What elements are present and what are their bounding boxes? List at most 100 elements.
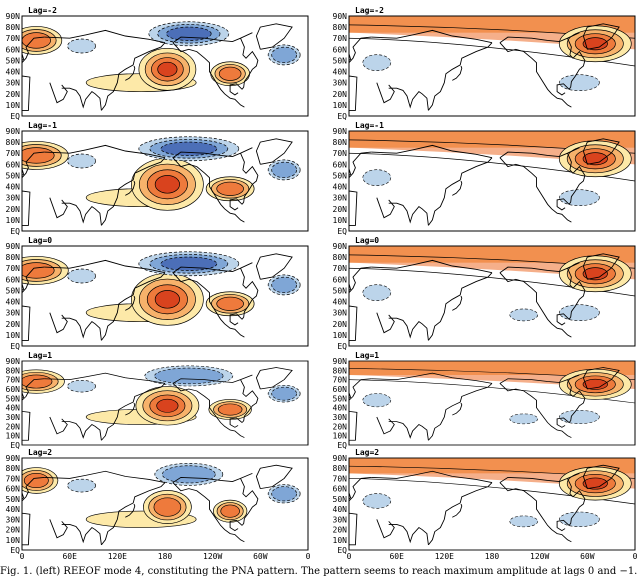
lag-label: Lag=-1	[28, 121, 57, 130]
lat-tick-label: 50N	[6, 286, 21, 295]
lag-label: Lag=-2	[355, 6, 384, 15]
map-panel-right-lag-1	[348, 360, 636, 446]
lon-tick-label: 0	[306, 552, 311, 561]
lat-tick-label: 60N	[333, 485, 348, 494]
lat-tick-label: 10N	[6, 536, 21, 545]
lat-tick-label: 30N	[333, 79, 348, 88]
lat-tick-label: 80N	[333, 464, 348, 473]
map-panel-right-lag-m1	[348, 130, 636, 232]
lat-tick-label: EQ	[337, 112, 347, 121]
lat-tick-label: 50N	[333, 394, 348, 403]
lat-tick-label: EQ	[337, 441, 347, 450]
lat-tick-label: 80N	[6, 464, 21, 473]
lat-tick-label: 30N	[333, 309, 348, 318]
lon-tick-label: 120E	[435, 552, 454, 561]
map-panel-right-lag-2	[348, 457, 636, 551]
lag-label: Lag=1	[28, 351, 52, 360]
lon-tick-label: 120W	[203, 552, 222, 561]
lat-tick-label: 10N	[333, 216, 348, 225]
lat-tick-label: 40N	[6, 298, 21, 307]
map-panel-left-lag-1	[21, 360, 309, 446]
lat-tick-label: 30N	[6, 79, 21, 88]
lat-tick-label: 10N	[333, 331, 348, 340]
lat-tick-label: 40N	[333, 68, 348, 77]
lon-tick-label: 120E	[108, 552, 127, 561]
lat-tick-label: 60N	[333, 45, 348, 54]
map-panel-right-lag-0	[348, 245, 636, 347]
lon-tick-label: 60E	[62, 552, 77, 561]
lat-tick-label: 80N	[6, 253, 21, 262]
lat-tick-label: 90N	[6, 12, 21, 21]
lat-tick-label: 20N	[6, 526, 21, 535]
lat-tick-label: 90N	[333, 357, 348, 366]
lat-tick-label: 90N	[333, 242, 348, 251]
lag-label: Lag=1	[355, 351, 379, 360]
lat-tick-label: 40N	[333, 298, 348, 307]
lat-tick-label: 50N	[6, 56, 21, 65]
lat-tick-label: EQ	[10, 112, 20, 121]
lon-tick-label: 180	[485, 552, 500, 561]
lon-tick-label: 120W	[530, 552, 549, 561]
lat-tick-label: EQ	[10, 441, 20, 450]
lat-tick-label: 40N	[333, 183, 348, 192]
lag-label: Lag=2	[28, 448, 52, 457]
lat-tick-label: 70N	[6, 264, 21, 273]
lat-tick-label: 40N	[6, 505, 21, 514]
lat-tick-label: EQ	[10, 342, 20, 351]
lat-tick-label: 30N	[333, 515, 348, 524]
lat-tick-label: 70N	[333, 264, 348, 273]
lat-tick-label: 80N	[6, 138, 21, 147]
lat-tick-label: 10N	[333, 101, 348, 110]
lat-tick-label: 10N	[6, 101, 21, 110]
lon-tick-label: 60W	[580, 552, 595, 561]
lat-tick-label: 90N	[6, 454, 21, 463]
lat-tick-label: 90N	[333, 127, 348, 136]
lat-tick-label: 50N	[333, 56, 348, 65]
lat-tick-label: 90N	[333, 12, 348, 21]
lat-tick-label: 20N	[6, 422, 21, 431]
lat-tick-label: 70N	[333, 376, 348, 385]
lat-tick-label: 50N	[333, 171, 348, 180]
lat-tick-label: 10N	[333, 536, 348, 545]
lat-tick-label: 10N	[333, 432, 348, 441]
lat-tick-label: 60N	[6, 275, 21, 284]
lat-tick-label: 30N	[6, 309, 21, 318]
lag-label: Lag=2	[355, 448, 379, 457]
lat-tick-label: 30N	[6, 515, 21, 524]
lat-tick-label: 70N	[333, 149, 348, 158]
lag-label: Lag=-2	[28, 6, 57, 15]
lat-tick-label: EQ	[10, 227, 20, 236]
lag-label: Lag=0	[355, 236, 379, 245]
lag-label: Lag=-1	[355, 121, 384, 130]
lat-tick-label: EQ	[10, 546, 20, 555]
lat-tick-label: 80N	[333, 253, 348, 262]
map-panel-left-lag-m1	[21, 130, 309, 232]
lat-tick-label: 20N	[333, 320, 348, 329]
map-panel-left-lag-2	[21, 457, 309, 551]
lat-tick-label: 60N	[6, 45, 21, 54]
lat-tick-label: EQ	[337, 227, 347, 236]
lon-tick-label: 180	[158, 552, 173, 561]
lat-tick-label: 60N	[333, 385, 348, 394]
lat-tick-label: 80N	[333, 23, 348, 32]
lat-tick-label: 60N	[6, 485, 21, 494]
lat-tick-label: 50N	[333, 286, 348, 295]
lat-tick-label: 40N	[6, 404, 21, 413]
lat-tick-label: 70N	[333, 474, 348, 483]
lat-tick-label: 70N	[333, 34, 348, 43]
lat-tick-label: 20N	[6, 205, 21, 214]
lat-tick-label: 80N	[333, 366, 348, 375]
lat-tick-label: 60N	[333, 160, 348, 169]
lat-tick-label: 90N	[6, 357, 21, 366]
map-panel-right-lag-m2	[348, 15, 636, 117]
lat-tick-label: 30N	[6, 413, 21, 422]
lat-tick-label: 60N	[6, 385, 21, 394]
lat-tick-label: 60N	[6, 160, 21, 169]
lat-tick-label: 20N	[333, 526, 348, 535]
lat-tick-label: 10N	[6, 432, 21, 441]
lat-tick-label: 10N	[6, 216, 21, 225]
lat-tick-label: 50N	[6, 394, 21, 403]
lat-tick-label: 80N	[6, 23, 21, 32]
lat-tick-label: 70N	[6, 474, 21, 483]
